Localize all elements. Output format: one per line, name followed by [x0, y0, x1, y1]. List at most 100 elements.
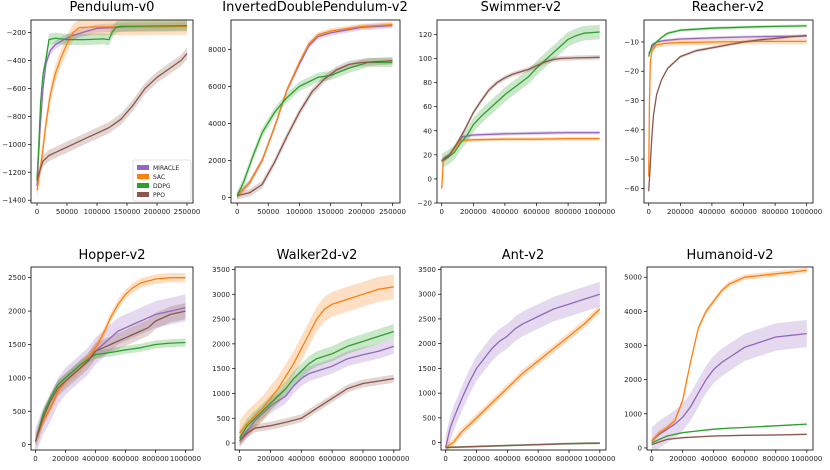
series-line-ppo [36, 53, 188, 180]
series-line-ddpg [36, 24, 188, 181]
x-tick-label: 800000 [556, 455, 583, 463]
y-tick-label: −1200 [2, 169, 26, 177]
series-line-sac [239, 286, 394, 434]
y-tick-label: 4000 [208, 120, 226, 128]
series-line-ddpg [236, 61, 393, 196]
band-sac [445, 305, 600, 450]
y-tick-label: 2500 [418, 315, 436, 323]
y-tick-label: −1000 [2, 141, 26, 149]
x-tick-label: 600000 [731, 455, 758, 463]
x-tick-label: 400000 [700, 455, 727, 463]
band-sac [239, 274, 394, 446]
y-tick-label: 100 [419, 55, 432, 63]
y-tick-label: −20 [417, 200, 432, 208]
x-tick-label: 100000 [84, 208, 111, 216]
plot-area [441, 24, 600, 191]
series-line-ddpg [34, 341, 186, 442]
x-tick-label: 800000 [555, 208, 582, 216]
band-miracle [239, 338, 394, 448]
band-ppo [35, 303, 186, 450]
legend: MIRACLE SAC DDPG PPO [132, 159, 192, 202]
band-ddpg [37, 20, 187, 187]
x-tick-label: 100000 [286, 208, 313, 216]
x-tick-label: 600000 [112, 455, 139, 463]
axes-frame [646, 266, 814, 451]
legend-label-ddpg: DDPG [153, 183, 171, 190]
series-line-ppo [237, 60, 393, 197]
x-tick-label: 200000 [669, 455, 696, 463]
plot-area [34, 273, 186, 450]
band-sac [648, 38, 807, 180]
y-tick-label: 0 [432, 439, 436, 447]
y-tick-label: 1500 [8, 341, 26, 349]
y-tick-label: 1000 [418, 390, 436, 398]
x-tick-label: 600000 [730, 208, 757, 216]
x-tick-label: 200000 [463, 455, 490, 463]
y-tick-label: 3000 [418, 291, 436, 299]
band-sac [35, 273, 186, 446]
y-tick-label: −30 [624, 97, 639, 105]
series-line-ppo [441, 56, 600, 162]
y-tick-label: 3500 [418, 266, 436, 274]
band-ppo [239, 374, 394, 445]
panel-swimmer: Swimmer-v2 0 200000 400000 600000 800000 1000… [417, 0, 615, 216]
x-tick-label: 0 [647, 208, 651, 216]
panel-title: Reacher-v2 [692, 0, 765, 15]
series-line-ddpg [648, 25, 807, 57]
series-line-ddpg [441, 31, 600, 162]
plot-area [36, 20, 188, 199]
y-tick-label: 500 [423, 414, 436, 422]
y-tick-label: −40 [624, 126, 639, 134]
y-tick-label: 40 [423, 127, 432, 135]
plot-area [648, 24, 807, 193]
plot-area [239, 274, 395, 448]
y-tick-label: 1000 [8, 374, 26, 382]
series-line-sac [236, 23, 393, 197]
series-line-sac [648, 40, 807, 177]
series-line-ppo [651, 433, 807, 446]
band-miracle [648, 34, 807, 56]
x-tick-label: 150000 [317, 208, 344, 216]
x-tick-label: 1000000 [378, 455, 409, 463]
x-tick-label: 200000 [257, 455, 284, 463]
band-ppo [648, 34, 807, 193]
series-line-miracle [651, 332, 807, 442]
x-tick-label: 400000 [699, 208, 726, 216]
y-tick-label: 4000 [624, 308, 642, 316]
y-tick-label: −400 [7, 57, 26, 65]
legend-swatch-ddpg [137, 183, 149, 188]
y-tick-label: 120 [419, 31, 432, 39]
y-tick-label: 0 [428, 175, 432, 183]
series-line-miracle [444, 293, 600, 448]
y-tick-label: 5000 [624, 274, 642, 282]
panel-pendulum: Pendulum-v0 0 50000 100000 150000 200000 2500… [2, 0, 200, 216]
band-miracle [237, 22, 393, 199]
series-line-miracle [648, 35, 807, 55]
axes-frame [230, 19, 401, 204]
x-tick-label: 0 [33, 455, 37, 463]
band-ppo [37, 47, 187, 185]
band-sac [651, 267, 807, 444]
y-tick-label: 2000 [208, 157, 226, 165]
y-tick-label: 3500 [212, 266, 230, 274]
plot-area [236, 21, 393, 201]
series-line-ddpg [239, 330, 394, 439]
x-tick-label: 50000 [56, 208, 78, 216]
x-tick-label: 200000 [667, 208, 694, 216]
y-tick-label: 3000 [212, 291, 230, 299]
y-tick-label: −600 [7, 85, 26, 93]
legend-label-miracle: MIRACLE [153, 165, 179, 172]
band-sac [237, 21, 393, 199]
series-line-ddpg [651, 423, 807, 444]
x-tick-label: 0 [443, 455, 447, 463]
y-tick-label: 500 [13, 408, 26, 416]
y-tick-label: 0 [222, 194, 226, 202]
legend-label-ppo: PPO [153, 192, 165, 199]
legend-swatch-miracle [137, 165, 149, 170]
y-tick-label: 8000 [208, 46, 226, 54]
y-tick-label: 2000 [624, 376, 642, 384]
panel-title: Humanoid-v2 [686, 248, 773, 263]
panel-inverted-double-pendulum: InvertedDoublePendulum-v2 0 50000 100000 15… [208, 0, 408, 216]
x-tick-label: 250000 [379, 208, 406, 216]
x-tick-label: 400000 [288, 455, 315, 463]
